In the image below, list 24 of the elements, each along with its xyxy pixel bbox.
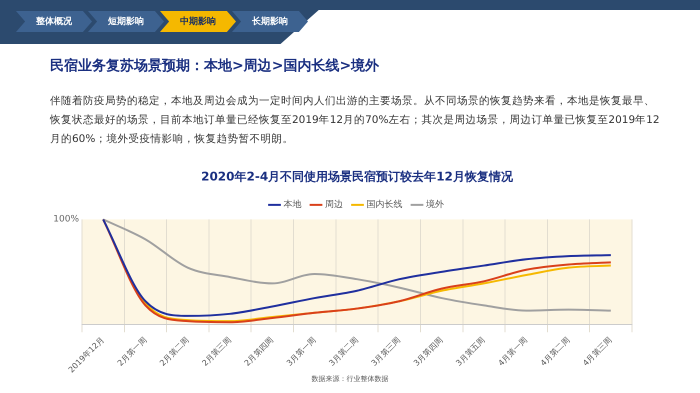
text: 整体概况 xyxy=(16,11,92,32)
text: 长期影响 xyxy=(232,11,308,32)
text: 100% xyxy=(53,214,80,225)
x-tick-label: 3月第三周 xyxy=(370,335,402,368)
x-tick-label: 2月第二周 xyxy=(158,335,191,368)
x-tick-label: 4月第三周 xyxy=(581,335,614,368)
x-tick-label: 2月第四周 xyxy=(242,335,276,368)
legend-label: 境外 xyxy=(425,199,444,210)
legend-label: 本地 xyxy=(284,199,302,210)
legend-label: 国内长线 xyxy=(366,199,402,210)
x-tick-label: 3月第五周 xyxy=(454,335,487,368)
text: 短期影响 xyxy=(88,11,164,32)
x-tick-label: 3月第二周 xyxy=(327,335,360,368)
x-tick-label: 4月第二周 xyxy=(538,335,572,368)
x-tick-label: 2月第一周 xyxy=(116,335,148,368)
x-tick-label: 2月第三周 xyxy=(200,335,233,368)
legend-label: 周边 xyxy=(325,199,343,210)
x-tick-label: 3月第一周 xyxy=(284,335,318,368)
text: 民宿业务复苏场景预期：本地>周边>国内长线>境外 xyxy=(50,57,380,75)
chart-title: 2020年2-4月不同使用场景民宿预订较去年12月恢复情况 xyxy=(201,169,514,184)
text: 伴随着防疫局势的稳定，本地及周边会成为一定时间内人们出游的主要场景。从不同场景的恢复趋势来看，本地是恢复最早、恢复状态最好的场景，目前本地订单量已经恢复至2019年12月的70%左右；其次是周边场景，周边订单量已恢复至2019年12月的60%；境外受疫情影响，恢复趋势暂不明朗。 xyxy=(50,94,660,147)
x-tick-label: 4月第一周 xyxy=(496,335,530,368)
text: 中期影响 xyxy=(160,11,236,32)
x-tick-label: 3月第四周 xyxy=(412,335,444,368)
